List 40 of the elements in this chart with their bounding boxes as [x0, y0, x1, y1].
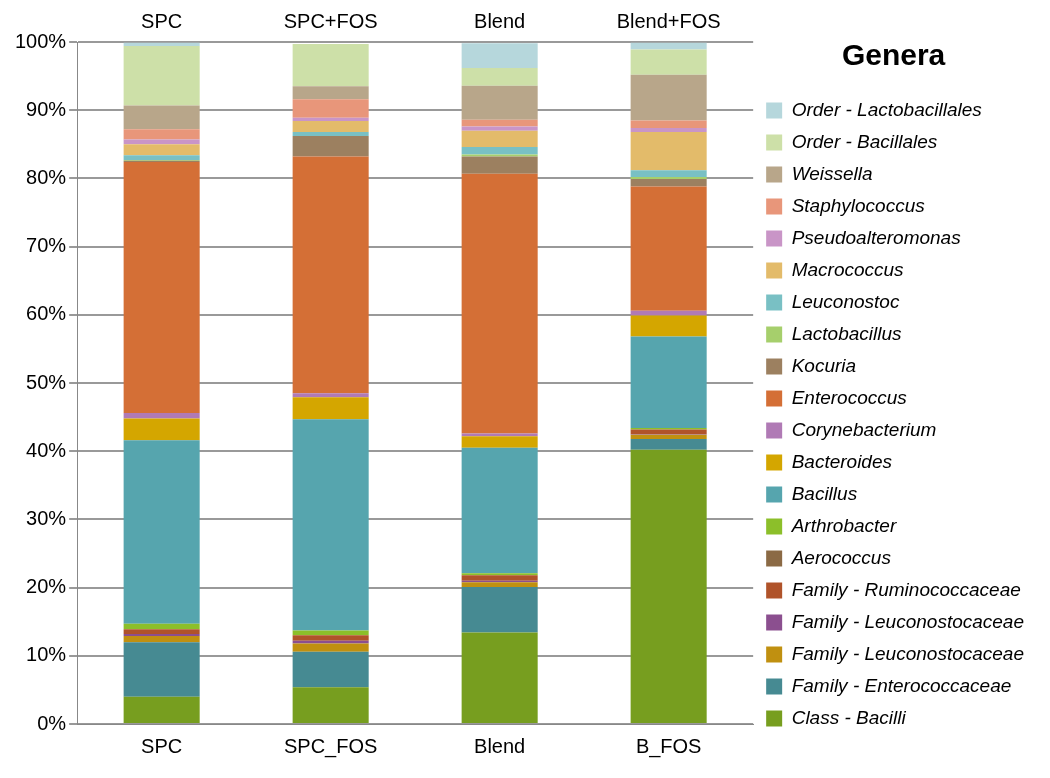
y-tick-label: 30%: [26, 506, 67, 529]
legend-label: Family - Enterococcaceae: [791, 674, 1012, 696]
legend-label: Family - Leuconostocaceae: [791, 642, 1024, 664]
legend-label: Arthrobacter: [790, 514, 897, 536]
x-tick-label: SPC_FOS: [283, 734, 378, 758]
legend-label: Bacteroides: [791, 450, 893, 472]
legend-label: Enterococcus: [791, 386, 908, 408]
legend-label: Leuconostoc: [791, 290, 900, 312]
text: SPC+FOS: [283, 9, 378, 32]
x-tick-label: SPC: [141, 734, 183, 757]
legend-label: Pseudoalteromonas: [791, 226, 962, 248]
text: Blend: [474, 9, 526, 32]
legend-label: Staphylococcus: [791, 194, 926, 216]
legend-label: Family - Leuconostocaceae: [791, 610, 1024, 632]
y-tick-label: 50%: [26, 370, 67, 393]
y-tick-label: 90%: [26, 97, 67, 120]
x-tick-label: B_FOS: [635, 734, 702, 758]
legend-label: Order - Lactobacillales: [791, 98, 983, 120]
legend-label: Corynebacterium: [791, 418, 937, 440]
text: Blend+FOS: [616, 9, 721, 32]
legend-label: Order - Bacillales: [791, 130, 938, 152]
x-tick-label: Blend: [474, 734, 526, 757]
y-tick-label: 20%: [26, 575, 67, 598]
legend-label: Lactobacillus: [791, 322, 902, 344]
legend-label: Bacillus: [791, 482, 858, 504]
text: SPC: [141, 9, 183, 32]
y-tick-label: 100%: [15, 29, 67, 52]
legend-title: Genera: [841, 38, 946, 72]
legend-label: Class - Bacilli: [791, 706, 907, 728]
y-tick-label: 40%: [26, 438, 67, 461]
legend-label: Family - Ruminococcaceae: [791, 578, 1021, 600]
y-tick-label: 10%: [26, 643, 67, 666]
y-tick-label: 80%: [26, 165, 67, 188]
legend-label: Weissella: [791, 162, 873, 184]
legend-label: Macrococcus: [791, 258, 905, 280]
legend-label: Kocuria: [791, 354, 857, 376]
legend-label: Aerococcus: [790, 546, 892, 568]
y-tick-label: 0%: [37, 711, 67, 734]
y-tick-label: 60%: [26, 302, 67, 325]
y-tick-label: 70%: [26, 234, 67, 257]
